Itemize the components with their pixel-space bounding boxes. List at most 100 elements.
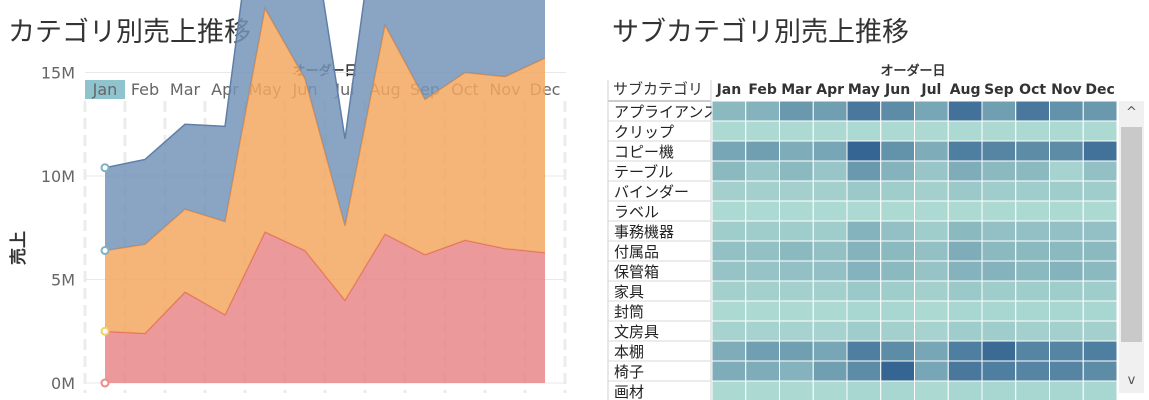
- heat-cell: [947, 340, 983, 362]
- row-label: 保管箱: [614, 263, 659, 281]
- heat-cell: [1015, 280, 1050, 302]
- heat-cell: [812, 120, 848, 142]
- heat-cell: [846, 280, 882, 302]
- column-header: Apr: [816, 82, 844, 98]
- row-label: 文房具: [614, 323, 659, 341]
- column-header: Dec: [1085, 82, 1114, 98]
- heat-cell: [745, 140, 780, 162]
- row-label: 事務機器: [614, 223, 674, 241]
- heat-cell: [880, 280, 915, 302]
- y-tick-label: 0M: [51, 374, 75, 393]
- heat-cell: [711, 160, 747, 182]
- heat-cell: [947, 280, 983, 302]
- heat-cell: [1049, 280, 1084, 302]
- scroll-up-icon[interactable]: ^: [1126, 105, 1137, 120]
- heat-cell: [947, 140, 983, 162]
- heat-cell: [1082, 160, 1118, 182]
- point-marker: [100, 378, 110, 388]
- heat-cell: [1082, 280, 1118, 302]
- y-tick-label: 15M: [41, 64, 75, 83]
- heat-cell: [812, 180, 848, 202]
- heat-cell: [914, 300, 949, 322]
- heat-cell: [981, 320, 1017, 342]
- heat-cell: [947, 200, 983, 222]
- row-label: 画材: [614, 383, 644, 400]
- heat-cell: [812, 340, 848, 362]
- heat-cell: [1082, 200, 1118, 222]
- scroll-down-icon[interactable]: v: [1127, 373, 1136, 388]
- heat-cell: [779, 140, 814, 162]
- heat-cell: [779, 320, 814, 342]
- heat-cell: [880, 300, 915, 322]
- heat-cell: [914, 140, 949, 162]
- heat-cell: [812, 320, 848, 342]
- heat-cell: [880, 380, 915, 400]
- heat-cell: [1015, 180, 1050, 202]
- heat-cell: [745, 180, 780, 202]
- heat-cell: [745, 360, 780, 382]
- stacked-area-chart[interactable]: オーダー日JanFebMarAprMayJunJulAugSepOctNovDe…: [0, 0, 580, 400]
- heat-cell: [846, 380, 882, 400]
- heat-cell: [880, 200, 915, 222]
- heat-cell: [1049, 360, 1084, 382]
- column-header: Feb: [748, 82, 777, 98]
- heat-cell: [812, 140, 848, 162]
- heat-cell: [745, 100, 780, 122]
- heat-cell: [779, 280, 814, 302]
- row-label: 付属品: [614, 243, 659, 261]
- heat-cell: [880, 240, 915, 262]
- heat-cell: [947, 240, 983, 262]
- heat-cell: [1082, 260, 1118, 282]
- vertical-scrollbar[interactable]: ^ v: [1119, 101, 1144, 393]
- heat-cell: [711, 240, 747, 262]
- heat-cell: [1049, 240, 1084, 262]
- scroll-thumb[interactable]: [1121, 127, 1142, 342]
- heat-cell: [914, 260, 949, 282]
- y-axis-label: 売上: [8, 231, 29, 265]
- heat-cell: [1049, 160, 1084, 182]
- row-header-label: サブカテゴリ: [613, 80, 703, 98]
- heat-cell: [914, 100, 949, 122]
- heat-cell: [914, 240, 949, 262]
- heat-cell: [711, 260, 747, 282]
- series-area-2: [105, 8, 545, 334]
- heat-cell: [1015, 300, 1050, 322]
- heat-cell: [981, 120, 1017, 142]
- column-header: Jul: [920, 82, 941, 98]
- heatmap-top-axis-label: オーダー日: [880, 63, 945, 79]
- heat-cell: [981, 200, 1017, 222]
- heat-cell: [947, 320, 983, 342]
- row-label: 本棚: [614, 343, 644, 361]
- heat-cell: [812, 240, 848, 262]
- row-label: テーブル: [614, 163, 673, 181]
- point-marker: [100, 246, 110, 256]
- heat-cell: [711, 200, 747, 222]
- heat-cell: [711, 120, 747, 142]
- point-marker: [100, 163, 110, 173]
- heat-cell: [745, 380, 780, 400]
- heat-cell: [745, 260, 780, 282]
- heat-cell: [947, 180, 983, 202]
- heat-cell: [914, 360, 949, 382]
- heat-cell: [812, 260, 848, 282]
- row-label: ラベル: [614, 203, 659, 221]
- heat-cell: [745, 220, 780, 242]
- heat-cell: [846, 160, 882, 182]
- heat-cell: [981, 180, 1017, 202]
- heat-cell: [812, 380, 848, 400]
- heat-cell: [1015, 380, 1050, 400]
- heat-cell: [1082, 380, 1118, 400]
- heat-cell: [711, 140, 747, 162]
- heat-cell: [812, 200, 848, 222]
- heat-cell: [711, 220, 747, 242]
- heat-cell: [779, 200, 814, 222]
- row-label: クリップ: [614, 123, 674, 141]
- heat-cell: [981, 220, 1017, 242]
- heat-cell: [914, 180, 949, 202]
- column-header: May: [848, 82, 880, 98]
- heat-cell: [880, 320, 915, 342]
- heat-cell: [779, 340, 814, 362]
- heat-cell: [880, 100, 915, 122]
- heat-cell: [745, 320, 780, 342]
